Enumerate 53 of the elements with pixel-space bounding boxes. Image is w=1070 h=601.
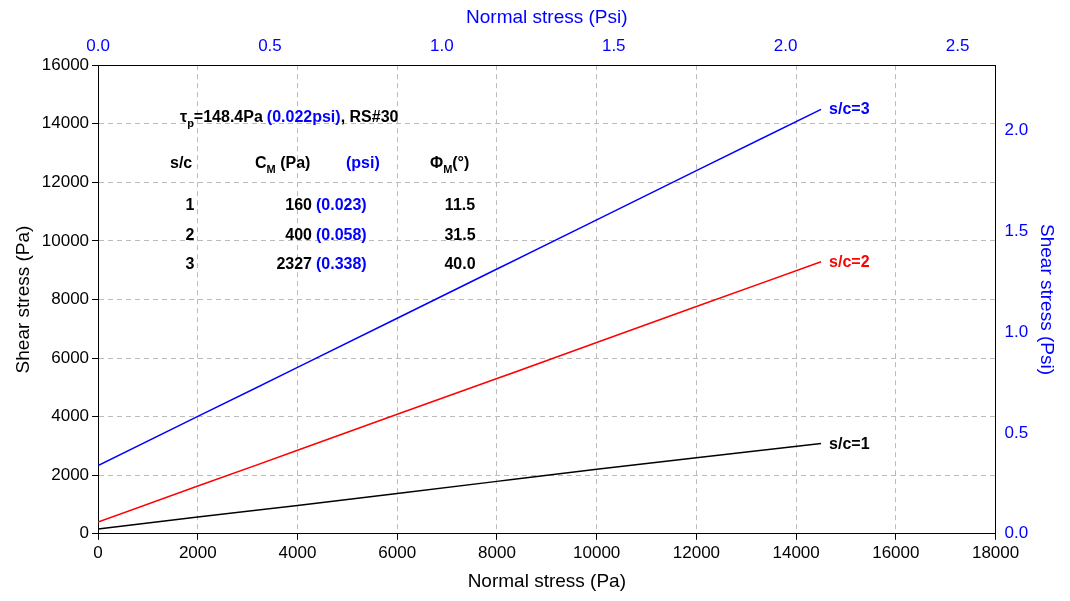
series-label: s/c=3 — [829, 100, 870, 118]
y-tick-label: 8000 — [51, 289, 90, 309]
x-tick-label: 8000 — [478, 542, 516, 562]
x2-tick-label: 2.5 — [945, 35, 970, 55]
y-tick-label: 14000 — [41, 113, 90, 133]
annotation: 31.5 — [444, 226, 476, 243]
annotation: (0.058) — [316, 226, 367, 243]
y2-tick-label: 0.0 — [1004, 523, 1029, 543]
y2-axis-title: Shear stress (Psi) — [1037, 224, 1059, 375]
y-tick-label: 10000 — [41, 230, 90, 250]
annotation: 2327 — [276, 255, 313, 272]
annotation: (0.023) — [316, 196, 367, 213]
y-tick-label: 12000 — [41, 172, 90, 192]
annotation: (0.338) — [316, 255, 367, 272]
x2-tick-label: 1.0 — [430, 35, 454, 55]
y2-tick-label: 1.5 — [1004, 220, 1029, 240]
x-tick-label: 10000 — [573, 542, 621, 562]
x2-tick-label: 2.0 — [773, 35, 798, 55]
annotation: 400 — [285, 226, 313, 243]
y-tick-label: 0 — [79, 523, 90, 543]
x-tick-label: 2000 — [178, 542, 217, 562]
annotation: s/c — [170, 154, 193, 171]
y2-tick-label: 1.0 — [1004, 321, 1029, 341]
y-tick-label: 16000 — [41, 54, 90, 74]
annotation: 2 — [185, 226, 195, 243]
x-tick-label: 14000 — [772, 542, 820, 562]
annotation: 11.5 — [444, 196, 476, 213]
x-tick-label: 12000 — [672, 542, 721, 562]
y-tick-label: 6000 — [51, 347, 90, 367]
y-axis-title: Shear stress (Pa) — [11, 225, 33, 374]
annotation: (0.022psi) — [266, 108, 341, 125]
x-tick-label: 6000 — [378, 542, 417, 562]
y2-tick-label: 2.0 — [1004, 119, 1029, 139]
y2-tick-label: 0.5 — [1004, 422, 1029, 442]
x2-tick-label: 1.5 — [601, 35, 626, 55]
annotation: 160 — [285, 196, 313, 213]
annotation: , RS#30 — [340, 108, 399, 125]
annotation: 40.0 — [444, 255, 476, 272]
x-tick-label: 4000 — [278, 542, 317, 562]
x-tick-label: 16000 — [872, 542, 920, 562]
x2-tick-label: 0.5 — [258, 35, 282, 55]
annotation: 3 — [185, 255, 195, 272]
series-label: s/c=1 — [829, 434, 870, 452]
y-tick-label: 4000 — [51, 406, 90, 426]
x2-tick-label: 0.0 — [86, 35, 110, 55]
x-tick-label: 18000 — [971, 542, 1020, 562]
x-axis-title: Normal stress (Pa) — [467, 569, 626, 591]
series-label: s/c=2 — [829, 252, 870, 270]
annotation: (psi) — [346, 154, 380, 171]
annotation: 1 — [185, 196, 195, 213]
y-tick-label: 2000 — [51, 464, 90, 484]
x2-axis-title: Normal stress (Psi) — [466, 5, 628, 27]
x-tick-label: 0 — [93, 542, 103, 562]
